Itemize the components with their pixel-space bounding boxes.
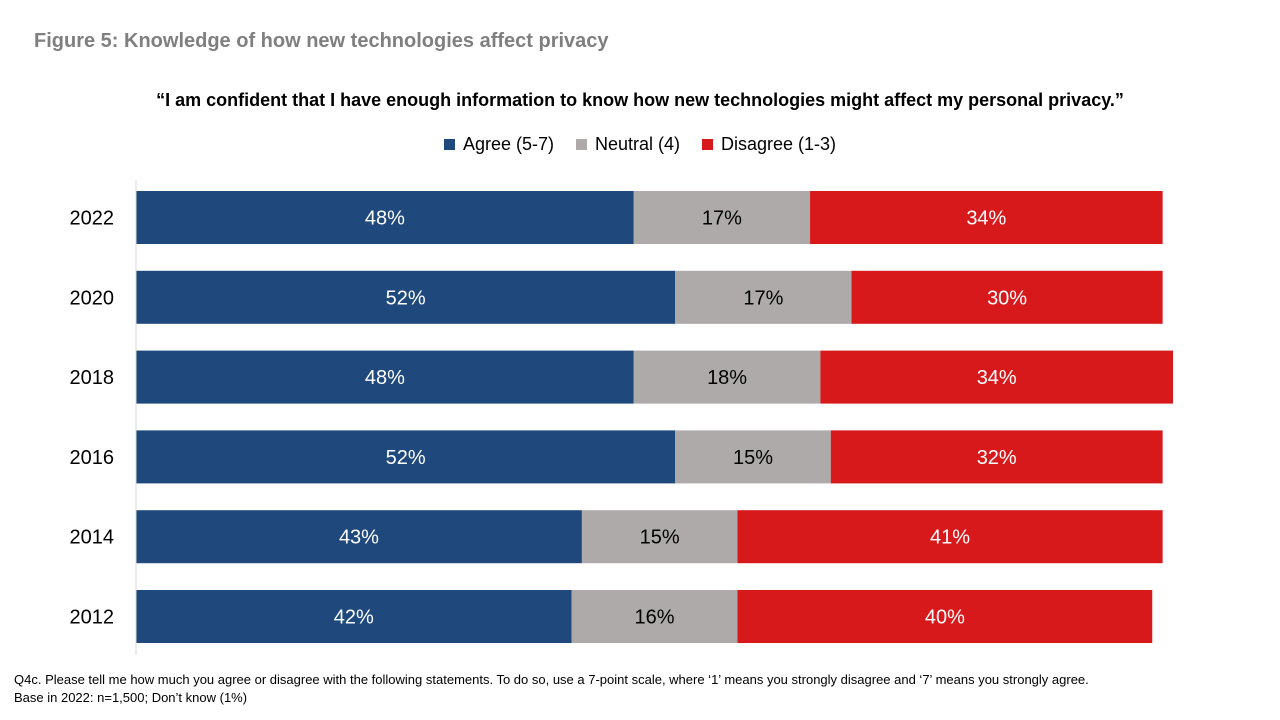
chart-legend: Agree (5-7) Neutral (4) Disagree (1-3) bbox=[0, 134, 1280, 155]
data-label-neutral-4-2022: 17% bbox=[702, 208, 742, 230]
bar-neutral-4-2016 bbox=[675, 430, 831, 484]
bar-neutral-4-2012 bbox=[571, 590, 738, 643]
legend-swatch-neutral bbox=[575, 139, 587, 150]
data-label-disagree-1-3-2020: 30% bbox=[987, 287, 1027, 309]
legend-label-disagree: Disagree (1-3) bbox=[721, 134, 837, 154]
data-label-neutral-4-2020: 17% bbox=[743, 287, 783, 309]
y-tick-label-2012: 2012 bbox=[70, 607, 115, 629]
footnote: Q4c. Please tell me how much you agree o… bbox=[14, 671, 1089, 707]
bar-neutral-4-2020 bbox=[675, 270, 852, 324]
data-label-agree-5-7-2012: 42% bbox=[334, 607, 374, 629]
y-tick-label-2016: 2016 bbox=[70, 447, 115, 469]
bar-agree-5-7-2020 bbox=[136, 270, 676, 324]
data-label-disagree-1-3-2018: 34% bbox=[977, 367, 1017, 389]
bar-disagree-1-3-2022 bbox=[810, 191, 1163, 244]
data-label-agree-5-7-2018: 48% bbox=[365, 367, 405, 389]
bar-neutral-4-2022 bbox=[633, 191, 811, 244]
data-label-disagree-1-3-2022: 34% bbox=[966, 208, 1006, 230]
y-tick-label-2014: 2014 bbox=[70, 527, 115, 549]
bar-disagree-1-3-2014 bbox=[737, 510, 1163, 564]
data-label-agree-5-7-2020: 52% bbox=[386, 287, 426, 309]
bar-disagree-1-3-2012 bbox=[737, 590, 1153, 643]
data-label-neutral-4-2014: 15% bbox=[640, 527, 680, 549]
data-label-neutral-4-2012: 16% bbox=[634, 607, 674, 629]
figure-title: Figure 5: Knowledge of how new technolog… bbox=[34, 30, 609, 52]
data-label-disagree-1-3-2012: 40% bbox=[925, 607, 965, 629]
bar-agree-5-7-2022 bbox=[136, 191, 634, 244]
data-label-agree-5-7-2014: 43% bbox=[339, 527, 379, 549]
data-label-neutral-4-2016: 15% bbox=[733, 447, 773, 469]
bar-disagree-1-3-2018 bbox=[820, 350, 1173, 404]
bar-agree-5-7-2018 bbox=[136, 350, 634, 404]
legend-item-neutral: Neutral (4) bbox=[575, 134, 681, 155]
bar-agree-5-7-2012 bbox=[136, 590, 572, 643]
y-tick-label-2020: 2020 bbox=[70, 287, 115, 309]
legend-item-disagree: Disagree (1-3) bbox=[702, 134, 836, 155]
legend-swatch-disagree bbox=[702, 139, 714, 150]
data-label-disagree-1-3-2014: 41% bbox=[930, 527, 970, 549]
bar-agree-5-7-2014 bbox=[136, 510, 582, 564]
bar-disagree-1-3-2020 bbox=[851, 270, 1163, 324]
chart-subtitle: “I am confident that I have enough infor… bbox=[156, 90, 1124, 110]
bar-agree-5-7-2016 bbox=[136, 430, 676, 484]
legend-item-agree: Agree (5-7) bbox=[443, 134, 554, 155]
bar-neutral-4-2014 bbox=[581, 510, 738, 564]
y-tick-label-2022: 2022 bbox=[70, 208, 115, 230]
legend-swatch-agree bbox=[443, 139, 455, 150]
bar-neutral-4-2018 bbox=[633, 350, 821, 404]
data-label-agree-5-7-2022: 48% bbox=[365, 208, 405, 230]
bar-disagree-1-3-2016 bbox=[830, 430, 1163, 484]
data-label-agree-5-7-2016: 52% bbox=[386, 447, 426, 469]
data-label-neutral-4-2018: 18% bbox=[707, 367, 747, 389]
legend-label-neutral: Neutral (4) bbox=[594, 134, 681, 154]
legend-label-agree: Agree (5-7) bbox=[462, 134, 554, 154]
y-tick-label-2018: 2018 bbox=[70, 367, 115, 389]
data-label-disagree-1-3-2016: 32% bbox=[977, 447, 1017, 469]
footnote-base: Base in 2022: n=1,500; Don’t know (1%) bbox=[14, 690, 248, 705]
footnote-question: Q4c. Please tell me how much you agree o… bbox=[14, 672, 1089, 687]
